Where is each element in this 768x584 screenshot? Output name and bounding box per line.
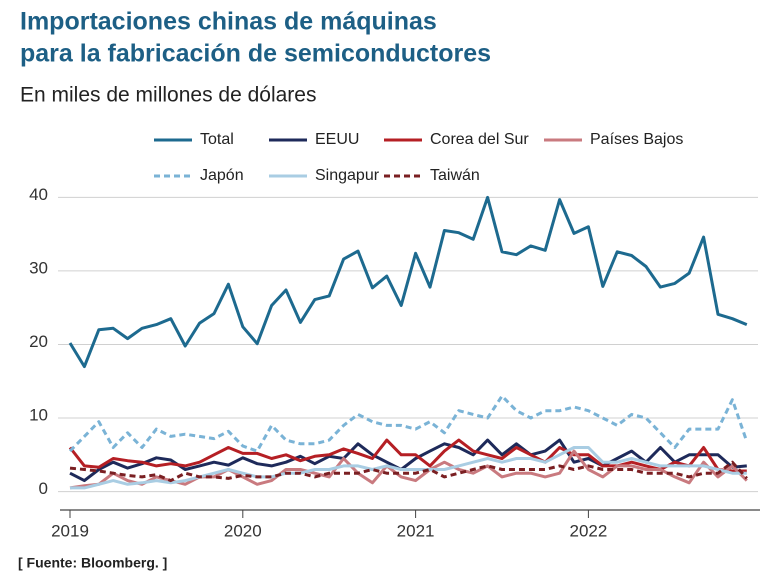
y-tick-label: 40 xyxy=(29,185,48,204)
legend-label: Corea del Sur xyxy=(430,131,529,148)
x-tick-label: 2019 xyxy=(51,521,89,540)
legend-label: Países Bajos xyxy=(590,131,683,148)
series-line xyxy=(69,438,747,483)
series-line xyxy=(68,438,747,473)
y-tick-label: 30 xyxy=(29,258,48,277)
legend-label: Singapur xyxy=(315,167,380,184)
chart-title: para la fabricación de semiconductores xyxy=(20,40,491,68)
series-line xyxy=(68,394,749,453)
series-line xyxy=(69,460,748,483)
y-tick-label: 10 xyxy=(29,406,48,425)
x-tick-label: 2020 xyxy=(224,521,262,540)
chart-title: Importaciones chinas de máquinas xyxy=(20,8,437,36)
y-tick-label: 20 xyxy=(29,332,48,351)
legend-label: Total xyxy=(200,131,234,148)
x-tick-label: 2022 xyxy=(569,521,607,540)
x-tick-label: 2021 xyxy=(397,521,435,540)
legend-label: Taiwán xyxy=(430,167,480,184)
chart-subtitle: En miles de millones de dólares xyxy=(20,84,316,107)
series-line xyxy=(68,195,748,369)
series-line xyxy=(69,449,748,490)
legend-label: Japón xyxy=(200,167,244,184)
y-tick-label: 0 xyxy=(39,479,48,498)
source-note: [ Fuente: Bloomberg. ] xyxy=(18,555,167,571)
legend-label: EEUU xyxy=(315,131,359,148)
series-line xyxy=(70,446,747,490)
